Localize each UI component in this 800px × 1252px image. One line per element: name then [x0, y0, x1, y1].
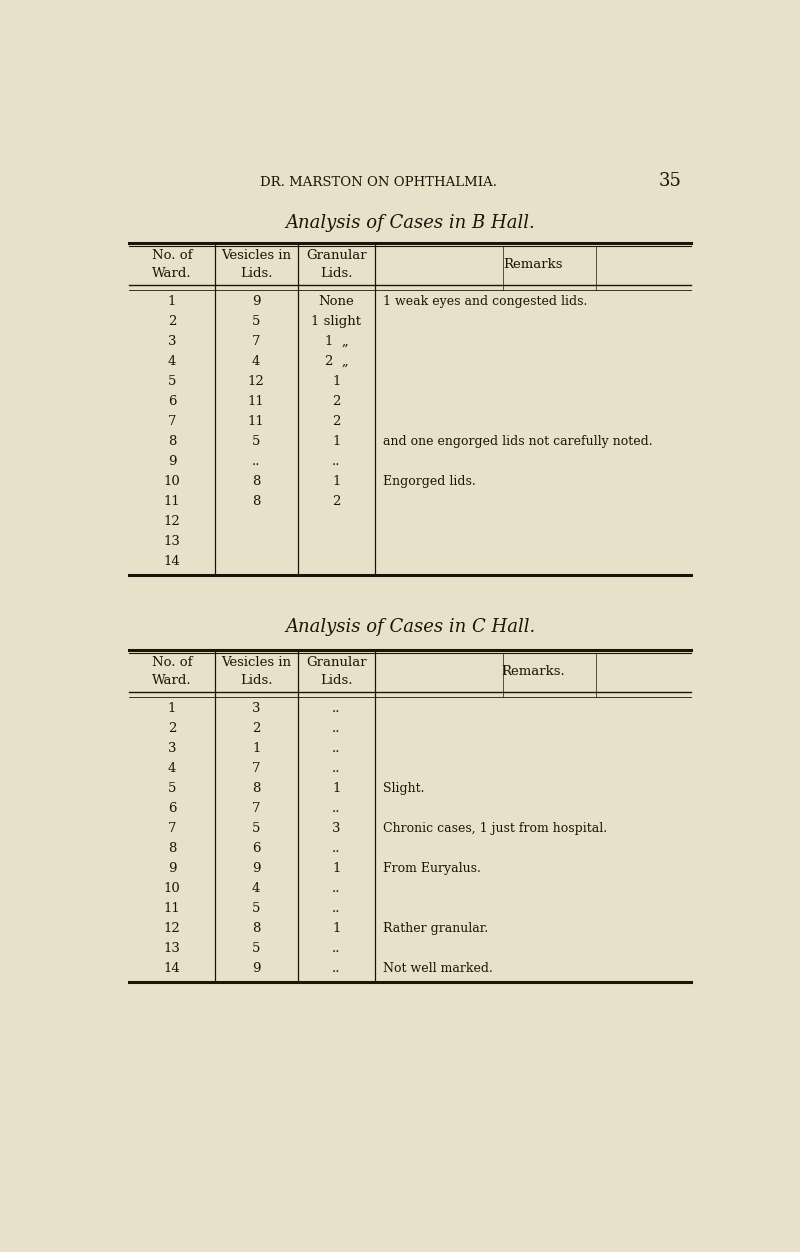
Text: 6: 6: [252, 843, 261, 855]
Text: ..: ..: [332, 722, 341, 735]
Text: 1: 1: [332, 475, 341, 488]
Text: 1: 1: [332, 863, 341, 875]
Text: ..: ..: [332, 903, 341, 915]
Text: 10: 10: [164, 883, 181, 895]
Text: 12: 12: [248, 374, 265, 388]
Text: 5: 5: [252, 903, 260, 915]
Text: 5: 5: [252, 943, 260, 955]
Text: 7: 7: [168, 414, 176, 428]
Text: 1 slight: 1 slight: [311, 314, 362, 328]
Text: Vesicles in
Lids.: Vesicles in Lids.: [221, 249, 291, 279]
Text: 7: 7: [252, 334, 261, 348]
Text: No. of
Ward.: No. of Ward.: [152, 656, 192, 687]
Text: and one engorged lids not carefully noted.: and one engorged lids not carefully note…: [383, 434, 653, 448]
Text: 9: 9: [252, 963, 261, 975]
Text: Granular
Lids.: Granular Lids.: [306, 656, 366, 687]
Text: ..: ..: [332, 843, 341, 855]
Text: 10: 10: [164, 475, 181, 488]
Text: ..: ..: [252, 454, 261, 468]
Text: Granular
Lids.: Granular Lids.: [306, 249, 366, 279]
Text: DR. MARSTON ON OPHTHALMIA.: DR. MARSTON ON OPHTHALMIA.: [261, 177, 498, 189]
Text: 11: 11: [248, 414, 265, 428]
Text: 3: 3: [252, 702, 261, 715]
Text: 6: 6: [168, 394, 176, 408]
Text: 3: 3: [332, 823, 341, 835]
Text: 6: 6: [168, 803, 176, 815]
Text: Remarks: Remarks: [503, 258, 562, 270]
Text: 4: 4: [168, 762, 176, 775]
Text: ..: ..: [332, 883, 341, 895]
Text: 4: 4: [252, 354, 260, 368]
Text: Rather granular.: Rather granular.: [383, 923, 488, 935]
Text: 3: 3: [168, 742, 176, 755]
Text: 2: 2: [168, 722, 176, 735]
Text: ..: ..: [332, 943, 341, 955]
Text: 9: 9: [252, 863, 261, 875]
Text: 9: 9: [252, 294, 261, 308]
Text: 5: 5: [168, 782, 176, 795]
Text: 8: 8: [252, 923, 260, 935]
Text: Analysis of Cases in B Hall.: Analysis of Cases in B Hall.: [285, 214, 535, 233]
Text: 1: 1: [252, 742, 260, 755]
Text: 7: 7: [252, 803, 261, 815]
Text: 14: 14: [164, 555, 181, 568]
Text: 4: 4: [168, 354, 176, 368]
Text: Remarks.: Remarks.: [501, 665, 565, 679]
Text: ..: ..: [332, 742, 341, 755]
Text: 3: 3: [168, 334, 176, 348]
Text: 2  „: 2 „: [325, 354, 348, 368]
Text: 5: 5: [252, 314, 260, 328]
Text: 13: 13: [164, 943, 181, 955]
Text: 5: 5: [252, 823, 260, 835]
Text: No. of
Ward.: No. of Ward.: [152, 249, 192, 279]
Text: 8: 8: [252, 495, 260, 508]
Text: 2: 2: [332, 394, 341, 408]
Text: 2: 2: [252, 722, 260, 735]
Text: 12: 12: [164, 923, 181, 935]
Text: 1: 1: [332, 782, 341, 795]
Text: Slight.: Slight.: [383, 782, 424, 795]
Text: 2: 2: [332, 495, 341, 508]
Text: Analysis of Cases in C Hall.: Analysis of Cases in C Hall.: [285, 618, 535, 636]
Text: From Euryalus.: From Euryalus.: [383, 863, 481, 875]
Text: Vesicles in
Lids.: Vesicles in Lids.: [221, 656, 291, 687]
Text: 7: 7: [252, 762, 261, 775]
Text: Engorged lids.: Engorged lids.: [383, 475, 476, 488]
Text: 8: 8: [168, 434, 176, 448]
Text: ..: ..: [332, 454, 341, 468]
Text: 1  „: 1 „: [325, 334, 348, 348]
Text: 11: 11: [248, 394, 265, 408]
Text: Not well marked.: Not well marked.: [383, 963, 493, 975]
Text: 12: 12: [164, 515, 181, 528]
Text: ..: ..: [332, 963, 341, 975]
Text: 8: 8: [252, 475, 260, 488]
Text: 1: 1: [332, 434, 341, 448]
Text: 2: 2: [332, 414, 341, 428]
Text: 1: 1: [168, 294, 176, 308]
Text: ..: ..: [332, 702, 341, 715]
Text: 11: 11: [164, 495, 181, 508]
Text: None: None: [318, 294, 354, 308]
Text: 1: 1: [332, 374, 341, 388]
Text: 4: 4: [252, 883, 260, 895]
Text: 35: 35: [658, 172, 681, 190]
Text: 1: 1: [332, 923, 341, 935]
Text: 1 weak eyes and congested lids.: 1 weak eyes and congested lids.: [383, 294, 587, 308]
Text: 7: 7: [168, 823, 176, 835]
Text: 13: 13: [164, 535, 181, 548]
Text: 5: 5: [168, 374, 176, 388]
Text: 11: 11: [164, 903, 181, 915]
Text: 2: 2: [168, 314, 176, 328]
Text: 5: 5: [252, 434, 260, 448]
Text: 9: 9: [168, 863, 176, 875]
Text: ..: ..: [332, 803, 341, 815]
Text: ..: ..: [332, 762, 341, 775]
Text: 14: 14: [164, 963, 181, 975]
Text: 1: 1: [168, 702, 176, 715]
Text: 8: 8: [168, 843, 176, 855]
Text: Chronic cases, 1 just from hospital.: Chronic cases, 1 just from hospital.: [383, 823, 607, 835]
Text: 9: 9: [168, 454, 176, 468]
Text: 8: 8: [252, 782, 260, 795]
